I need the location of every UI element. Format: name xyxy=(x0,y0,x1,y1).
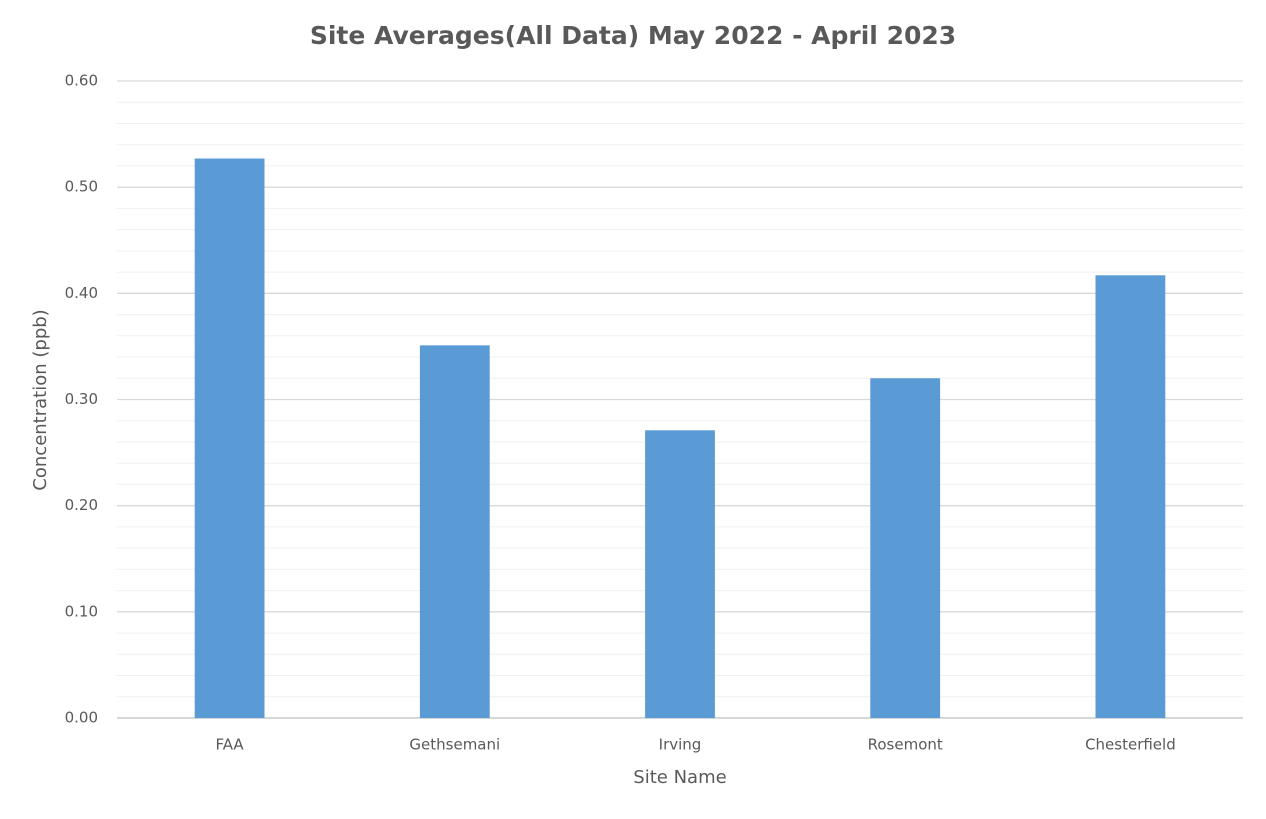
bar xyxy=(645,430,715,718)
y-tick-label: 0.10 xyxy=(65,602,98,620)
y-tick-label: 0.60 xyxy=(65,72,98,90)
bar xyxy=(419,345,490,718)
y-axis-title: Concentration (ppb) xyxy=(30,309,51,490)
bar xyxy=(1095,275,1166,718)
x-tick-label: Chesterfield xyxy=(1085,736,1176,754)
y-tick-label: 0.30 xyxy=(65,390,98,408)
bar xyxy=(870,378,941,718)
bar xyxy=(194,158,265,719)
x-tick-label: Rosemont xyxy=(868,736,943,754)
x-tick-label: FAA xyxy=(215,736,244,754)
y-tick-label: 0.20 xyxy=(65,496,98,514)
x-axis-title: Site Name xyxy=(633,767,726,788)
y-tick-label: 0.00 xyxy=(65,709,98,727)
x-tick-label: Irving xyxy=(659,736,702,754)
chart-title: Site Averages(All Data) May 2022 - April… xyxy=(310,21,956,50)
x-tick-label: Gethsemani xyxy=(409,736,500,754)
y-tick-label: 0.50 xyxy=(65,178,98,196)
y-tick-label: 0.40 xyxy=(65,284,98,302)
